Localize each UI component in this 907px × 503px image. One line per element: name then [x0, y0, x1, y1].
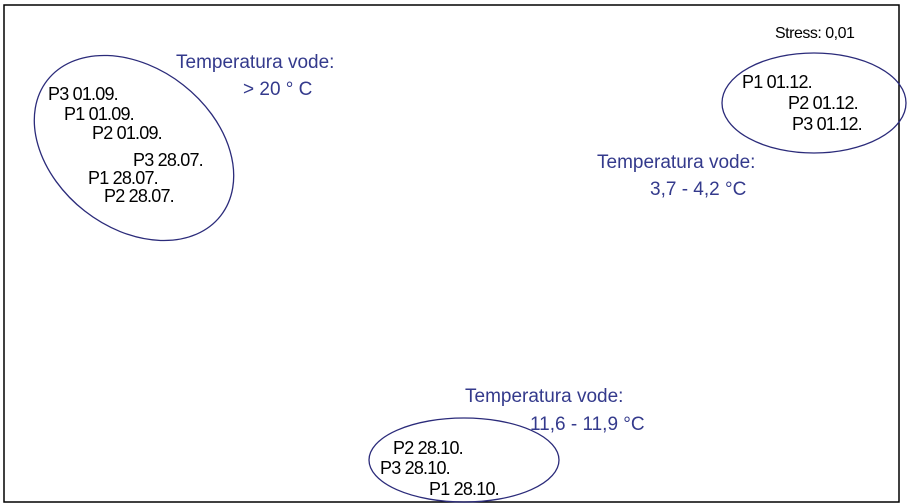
group-range: 11,6 - 11,9 °C	[530, 414, 645, 435]
sample-label: P2 01.12.	[788, 93, 858, 113]
sample-label: P3 28.07.	[133, 150, 203, 170]
group-title: Temperatura vode:	[465, 386, 623, 407]
sample-label: P3 01.09.	[48, 84, 118, 104]
sample-label: P1 01.09.	[64, 104, 134, 124]
sample-label: P1 01.12.	[742, 72, 812, 92]
sample-label: P2 01.09.	[92, 123, 162, 143]
sample-label: P1 28.10.	[429, 479, 499, 499]
sample-label: P3 28.10.	[380, 458, 450, 478]
group-range: 3,7 - 4,2 °C	[650, 179, 746, 200]
group-ellipse	[721, 52, 907, 154]
sample-label: P1 28.07.	[88, 168, 158, 188]
sample-label: P2 28.10.	[393, 438, 463, 458]
stress-label: Stress: 0,01	[775, 25, 855, 42]
group-title: Temperatura vode:	[597, 152, 755, 173]
group-range: > 20 ° C	[243, 79, 312, 100]
group-ellipse	[33, 54, 235, 242]
group-title: Temperatura vode:	[176, 52, 334, 73]
sample-label: P3 01.12.	[792, 114, 862, 134]
sample-label: P2 28.07.	[104, 186, 174, 206]
group-ellipse	[368, 417, 560, 503]
